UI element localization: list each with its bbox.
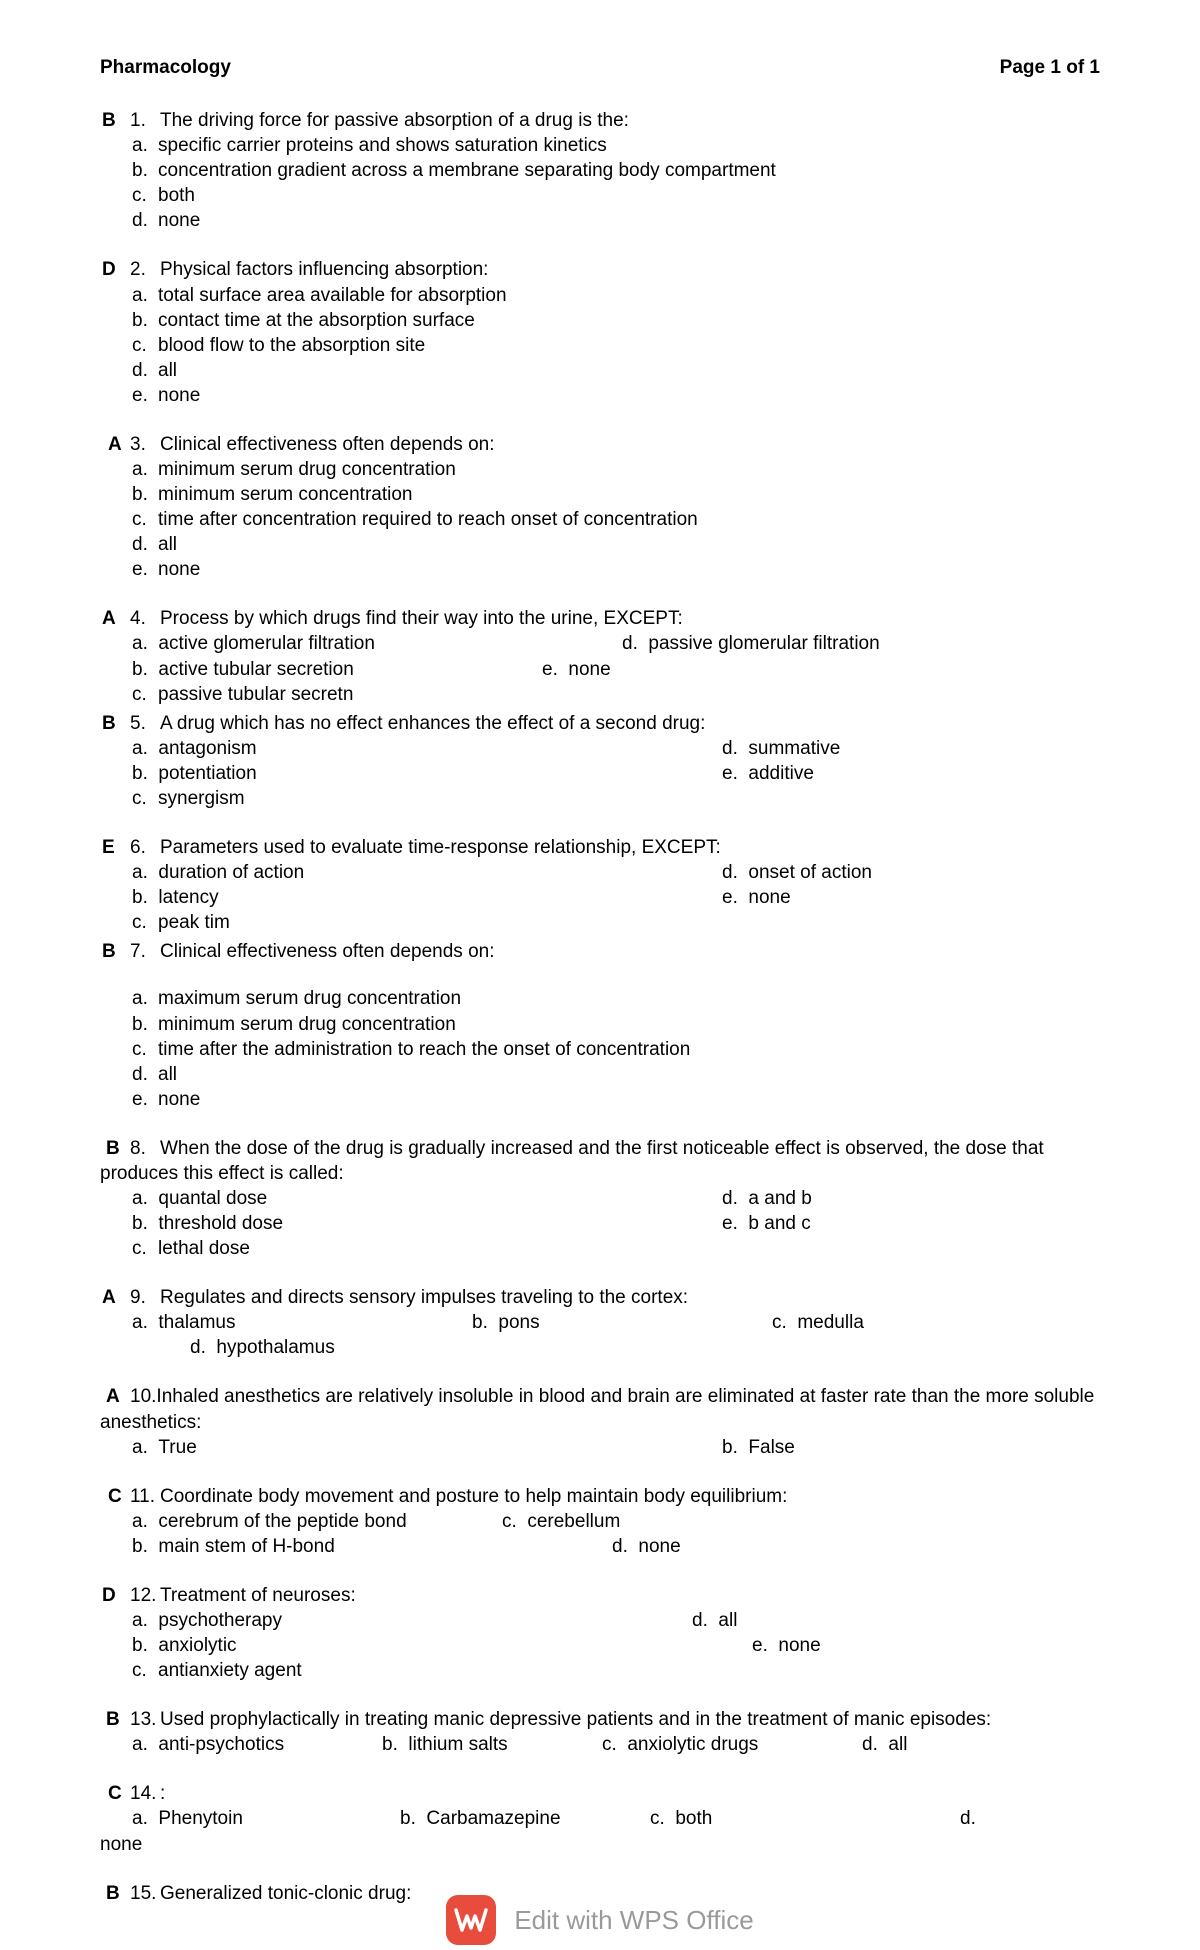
question-text: The driving force for passive absorption… [160,108,1100,133]
question-2: D2.Physical factors influencing absorpti… [100,257,1100,407]
page-indicator: Page 1 of 1 [1000,55,1100,80]
wps-logo-icon [446,1895,496,1945]
question-number: 1. [130,108,160,133]
page-header: Pharmacology Page 1 of 1 [100,55,1100,80]
answer-letter: B [100,108,130,133]
option-a: a.specific carrier proteins and shows sa… [100,133,1100,158]
question-3: A3.Clinical effectiveness often depends … [100,432,1100,582]
document-page: Pharmacology Page 1 of 1 B1.The driving … [0,0,1200,1906]
question-8: B8.When the dose of the drug is graduall… [100,1136,1100,1261]
wps-footer-text: Edit with WPS Office [514,1905,753,1936]
option-c: c.both [100,183,1100,208]
doc-title: Pharmacology [100,55,231,80]
question-7: B7.Clinical effectiveness often depends … [100,939,1100,1111]
option-b: b.concentration gradient across a membra… [100,158,1100,183]
question-1: B1.The driving force for passive absorpt… [100,108,1100,233]
option-d: d.none [100,208,1100,233]
question-9: A9.Regulates and directs sensory impulse… [100,1285,1100,1360]
question-13: B13.Used prophylactically in treating ma… [100,1707,1100,1757]
wps-footer[interactable]: Edit with WPS Office [0,1890,1200,1950]
question-5: B5.A drug which has no effect enhances t… [100,711,1100,811]
question-12: D12.Treatment of neuroses: a. psychother… [100,1583,1100,1683]
question-11: C11.Coordinate body movement and posture… [100,1484,1100,1559]
question-4: A4.Process by which drugs find their way… [100,606,1100,706]
question-14: C14.: a. Phenytoin b. Carbamazepine c. b… [100,1781,1100,1856]
question-10: A10.Inhaled anesthetics are relatively i… [100,1384,1100,1459]
wps-w-icon [454,1906,488,1934]
question-6: E6.Parameters used to evaluate time-resp… [100,835,1100,935]
